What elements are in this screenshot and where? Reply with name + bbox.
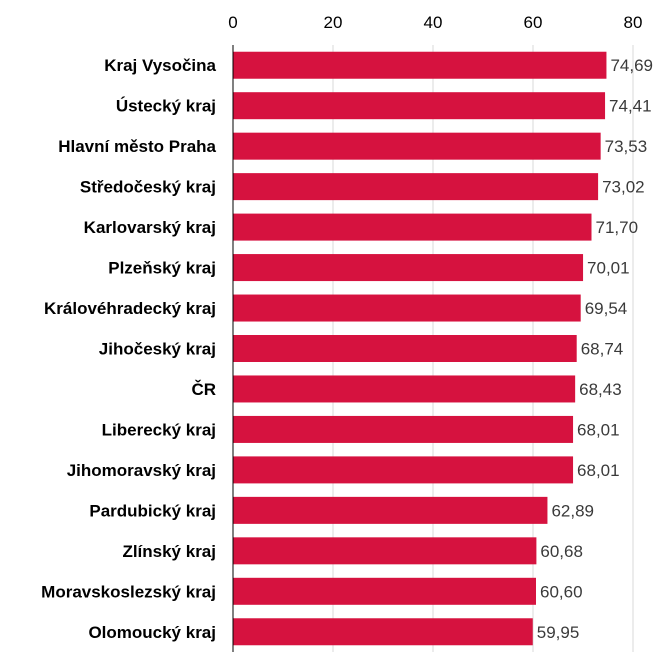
data-label: 68,74 (581, 340, 624, 359)
bar (233, 415, 574, 443)
bars (233, 51, 607, 646)
category-label: ČR (191, 380, 216, 399)
category-label: Olomoucký kraj (88, 623, 216, 642)
data-label: 62,89 (551, 501, 594, 520)
category-labels: Kraj Vysočina Ústecký kraj Hlavní město Pr… (41, 56, 216, 642)
data-label: 68,01 (577, 461, 620, 480)
category-label: Hlavní město Praha (58, 137, 216, 156)
category-label: Jihočeský kraj (99, 340, 216, 359)
x-tick-label: 60 (524, 13, 543, 32)
data-label: 73,53 (605, 137, 648, 156)
category-label: Královéhradecký kraj (44, 299, 216, 318)
data-label: 73,02 (602, 178, 645, 197)
bar (233, 496, 548, 524)
data-label: 70,01 (587, 259, 630, 278)
data-label: 60,60 (540, 582, 583, 601)
bar (233, 213, 592, 241)
category-label: Moravskoslezský kraj (41, 582, 216, 601)
x-axis-ticks: 0 20 40 60 80 (228, 13, 642, 32)
data-label: 68,43 (579, 380, 622, 399)
bar (233, 173, 599, 201)
category-label: Středočeský kraj (80, 178, 216, 197)
bar (233, 618, 533, 646)
data-label: 59,95 (537, 623, 580, 642)
category-label: Zlínský kraj (122, 542, 216, 561)
category-label: Pardubický kraj (89, 501, 216, 520)
bar (233, 254, 584, 282)
bar (233, 132, 601, 160)
bar (233, 51, 607, 79)
category-label: Ústecký kraj (116, 97, 216, 116)
category-label: Kraj Vysočina (104, 56, 216, 75)
data-label: 60,68 (540, 542, 583, 561)
bar (233, 456, 574, 484)
category-label: Jihomoravský kraj (67, 461, 216, 480)
category-label: Plzeňský kraj (108, 259, 216, 278)
bar (233, 375, 576, 403)
data-label: 68,01 (577, 420, 620, 439)
x-tick-label: 80 (624, 13, 643, 32)
x-tick-label: 0 (228, 13, 237, 32)
x-tick-label: 40 (424, 13, 443, 32)
data-label: 74,69 (610, 56, 653, 75)
bar (233, 294, 581, 322)
category-label: Liberecký kraj (102, 420, 216, 439)
bar (233, 577, 536, 605)
data-label: 69,54 (585, 299, 628, 318)
bar (233, 537, 537, 565)
bar (233, 92, 606, 120)
bar (233, 335, 577, 362)
x-tick-label: 20 (324, 13, 343, 32)
data-label: 71,70 (596, 218, 639, 237)
data-label: 74,41 (609, 97, 652, 116)
data-labels: 74,69 74,41 73,53 73,02 71,70 70,01 69,54 68,74… (537, 56, 653, 642)
category-label: Karlovarský kraj (84, 218, 216, 237)
